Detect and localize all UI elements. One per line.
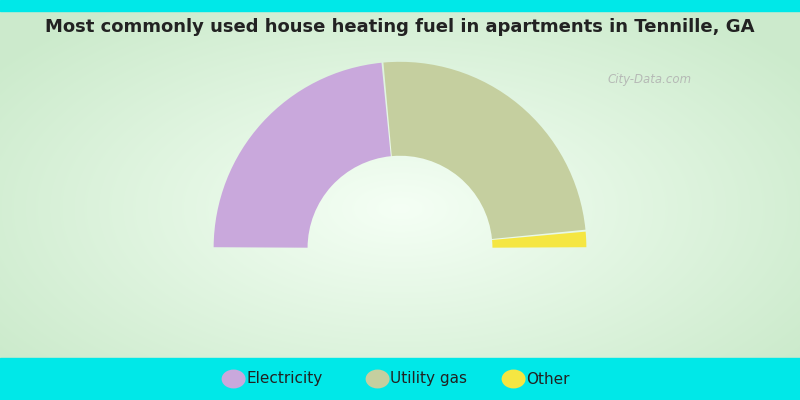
Wedge shape: [214, 63, 391, 248]
Ellipse shape: [222, 370, 246, 388]
Text: Utility gas: Utility gas: [390, 372, 467, 386]
Text: Most commonly used house heating fuel in apartments in Tennille, GA: Most commonly used house heating fuel in…: [46, 18, 754, 36]
Text: Electricity: Electricity: [246, 372, 322, 386]
Text: Other: Other: [526, 372, 570, 386]
Bar: [0, 0, 800, 11]
Ellipse shape: [502, 370, 526, 388]
Wedge shape: [383, 62, 586, 239]
Ellipse shape: [366, 370, 390, 388]
Bar: [0, 358, 800, 400]
Text: City-Data.com: City-Data.com: [608, 74, 692, 86]
Wedge shape: [492, 232, 586, 248]
